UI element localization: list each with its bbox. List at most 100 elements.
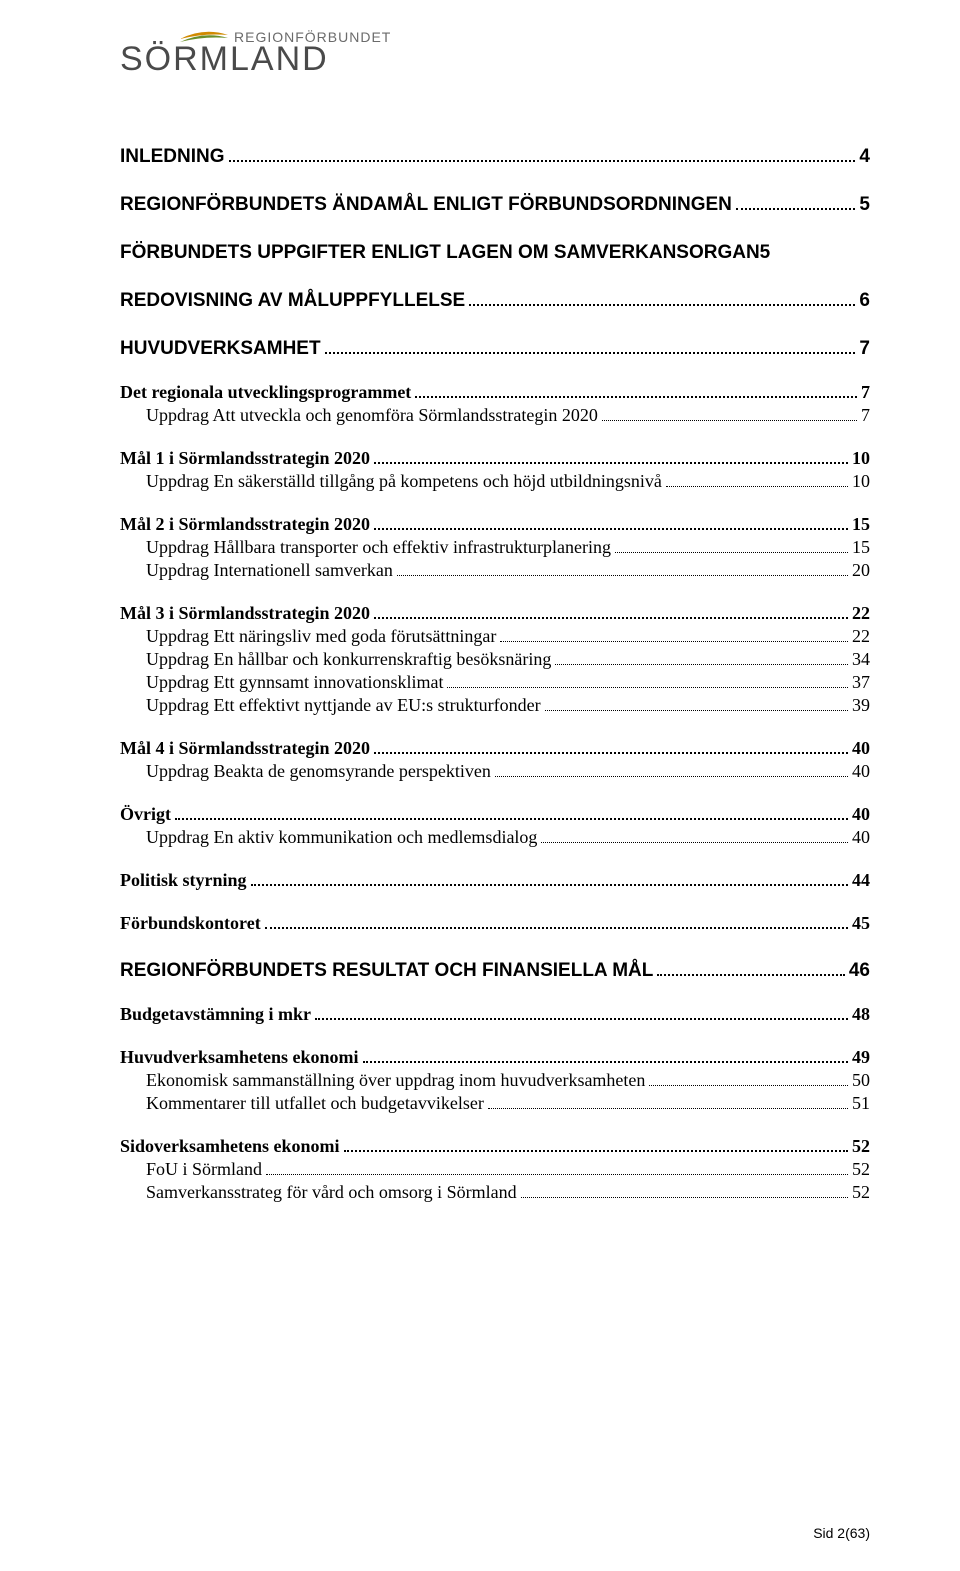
toc-leader-dots <box>488 1099 848 1109</box>
toc-entry-label: Uppdrag Att utveckla och genomföra Sörml… <box>146 405 598 426</box>
toc-entry-label: INLEDNING <box>120 146 225 168</box>
toc-entry-label: Politisk styrning <box>120 870 247 891</box>
toc-entry-label: Budgetavstämning i mkr <box>120 1004 311 1025</box>
toc-entry-page: 40 <box>852 827 870 848</box>
toc-entry-label: Förbundskontoret <box>120 913 261 934</box>
toc-entry-page: 20 <box>852 560 870 581</box>
toc-entry: Samverkansstrateg för vård och omsorg i … <box>120 1182 870 1203</box>
toc-entry-label: HUVUDVERKSAMHET <box>120 338 321 360</box>
toc-entry: Uppdrag Att utveckla och genomföra Sörml… <box>120 405 870 426</box>
toc-entry-page: 49 <box>852 1047 870 1068</box>
toc-entry-label: Uppdrag Ett näringsliv med goda förutsät… <box>146 626 496 647</box>
toc-entry: Uppdrag Internationell samverkan 20 <box>120 560 870 581</box>
toc-entry-page: 10 <box>852 448 870 469</box>
toc-entry-label: Kommentarer till utfallet och budgetavvi… <box>146 1093 484 1114</box>
toc-leader-dots <box>666 477 848 487</box>
toc-entry: Uppdrag En hållbar och konkurrenskraftig… <box>120 649 870 670</box>
toc-entry-page: 52 <box>852 1159 870 1180</box>
toc-entry: Sidoverksamhetens ekonomi 52 <box>120 1136 870 1157</box>
toc-entry: Uppdrag Ett gynnsamt innovationsklimat 3… <box>120 672 870 693</box>
toc-entry: HUVUDVERKSAMHET 7 <box>120 338 870 360</box>
toc-entry-page: 45 <box>852 913 870 934</box>
toc-entry: Uppdrag Beakta de genomsyrande perspekti… <box>120 761 870 782</box>
toc-entry-page: 15 <box>852 514 870 535</box>
toc-entry: Budgetavstämning i mkr 48 <box>120 1004 870 1025</box>
toc-entry-label: Uppdrag Internationell samverkan <box>146 560 393 581</box>
toc-entry: REGIONFÖRBUNDETS ÄNDAMÅL ENLIGT FÖRBUNDS… <box>120 194 870 216</box>
toc-entry: FoU i Sörmland 52 <box>120 1159 870 1180</box>
toc-entry-page: 22 <box>852 626 870 647</box>
toc-entry: Uppdrag Hållbara transporter och effekti… <box>120 537 870 558</box>
toc-leader-dots <box>615 543 848 553</box>
toc-entry: FÖRBUNDETS UPPGIFTER ENLIGT LAGEN OM SAM… <box>120 242 870 264</box>
toc-entry: Det regionala utvecklingsprogrammet 7 <box>120 382 870 403</box>
toc-entry-label: REDOVISNING AV MÅLUPPFYLLELSE <box>120 290 465 312</box>
toc-leader-dots <box>344 1142 848 1152</box>
toc-leader-dots <box>374 609 848 619</box>
toc-entry-page: 6 <box>859 290 870 312</box>
toc-entry-page: 15 <box>852 537 870 558</box>
toc-entry-page: 40 <box>852 761 870 782</box>
toc-entry-label: Huvudverksamhetens ekonomi <box>120 1047 359 1068</box>
toc-entry-page: 44 <box>852 870 870 891</box>
toc-entry-label: Övrigt <box>120 804 171 825</box>
toc-leader-dots <box>447 678 848 688</box>
toc-entry-label: Ekonomisk sammanställning över uppdrag i… <box>146 1070 645 1091</box>
toc-leader-dots <box>521 1188 848 1198</box>
toc-leader-dots <box>602 411 857 421</box>
toc-leader-dots <box>229 152 856 162</box>
page-footer: Sid 2(63) <box>813 1525 870 1541</box>
toc-entry-label: Uppdrag Hållbara transporter och effekti… <box>146 537 611 558</box>
toc-entry-label: Mål 1 i Sörmlandsstrategin 2020 <box>120 448 370 469</box>
logo-title: SÖRMLAND <box>120 42 870 76</box>
toc-entry-page: 50 <box>852 1070 870 1091</box>
toc-entry-label: Uppdrag En aktiv kommunikation och medle… <box>146 827 537 848</box>
toc-leader-dots <box>266 1165 848 1175</box>
table-of-contents: INLEDNING 4REGIONFÖRBUNDETS ÄNDAMÅL ENLI… <box>120 146 870 1203</box>
toc-entry-page: 40 <box>852 738 870 759</box>
toc-entry: Uppdrag En aktiv kommunikation och medle… <box>120 827 870 848</box>
toc-leader-dots <box>315 1010 848 1020</box>
toc-leader-dots <box>469 296 855 306</box>
toc-entry-label: REGIONFÖRBUNDETS RESULTAT OCH FINANSIELL… <box>120 960 653 982</box>
toc-leader-dots <box>495 767 848 777</box>
toc-entry: Politisk styrning 44 <box>120 870 870 891</box>
toc-leader-dots <box>265 919 848 929</box>
toc-leader-dots <box>657 966 844 976</box>
toc-entry-page: 10 <box>852 471 870 492</box>
toc-leader-dots <box>415 388 857 398</box>
document-page: REGIONFÖRBUNDET SÖRMLAND INLEDNING 4REGI… <box>0 0 960 1571</box>
toc-entry: Huvudverksamhetens ekonomi 49 <box>120 1047 870 1068</box>
toc-entry-label: Mål 2 i Sörmlandsstrategin 2020 <box>120 514 370 535</box>
toc-entry: Ekonomisk sammanställning över uppdrag i… <box>120 1070 870 1091</box>
toc-leader-dots <box>500 632 848 642</box>
toc-leader-dots <box>545 701 848 711</box>
toc-entry-page: 37 <box>852 672 870 693</box>
toc-entry-page: 52 <box>852 1182 870 1203</box>
toc-entry-page: 7 <box>861 405 870 426</box>
toc-entry-page: 48 <box>852 1004 870 1025</box>
toc-entry: Förbundskontoret 45 <box>120 913 870 934</box>
toc-entry-page: 51 <box>852 1093 870 1114</box>
toc-entry-page: 7 <box>861 382 870 403</box>
toc-entry-label: Uppdrag Ett effektivt nyttjande av EU:s … <box>146 695 541 716</box>
toc-entry-label: Uppdrag Beakta de genomsyrande perspekti… <box>146 761 491 782</box>
toc-leader-dots <box>325 344 856 354</box>
toc-leader-dots <box>374 454 848 464</box>
toc-entry-label: REGIONFÖRBUNDETS ÄNDAMÅL ENLIGT FÖRBUNDS… <box>120 194 732 216</box>
toc-entry-page: 34 <box>852 649 870 670</box>
toc-entry-page: 5 <box>859 194 870 216</box>
toc-entry: REDOVISNING AV MÅLUPPFYLLELSE 6 <box>120 290 870 312</box>
toc-leader-dots <box>555 655 848 665</box>
toc-leader-dots <box>175 810 848 820</box>
toc-entry-page: 39 <box>852 695 870 716</box>
toc-leader-dots <box>363 1053 848 1063</box>
toc-entry-label: Samverkansstrateg för vård och omsorg i … <box>146 1182 517 1203</box>
toc-entry-label: FÖRBUNDETS UPPGIFTER ENLIGT LAGEN OM SAM… <box>120 242 770 264</box>
toc-entry-page: 7 <box>859 338 870 360</box>
toc-leader-dots <box>374 744 848 754</box>
toc-leader-dots <box>374 520 848 530</box>
toc-entry-page: 40 <box>852 804 870 825</box>
toc-entry: Övrigt 40 <box>120 804 870 825</box>
toc-leader-dots <box>541 833 848 843</box>
